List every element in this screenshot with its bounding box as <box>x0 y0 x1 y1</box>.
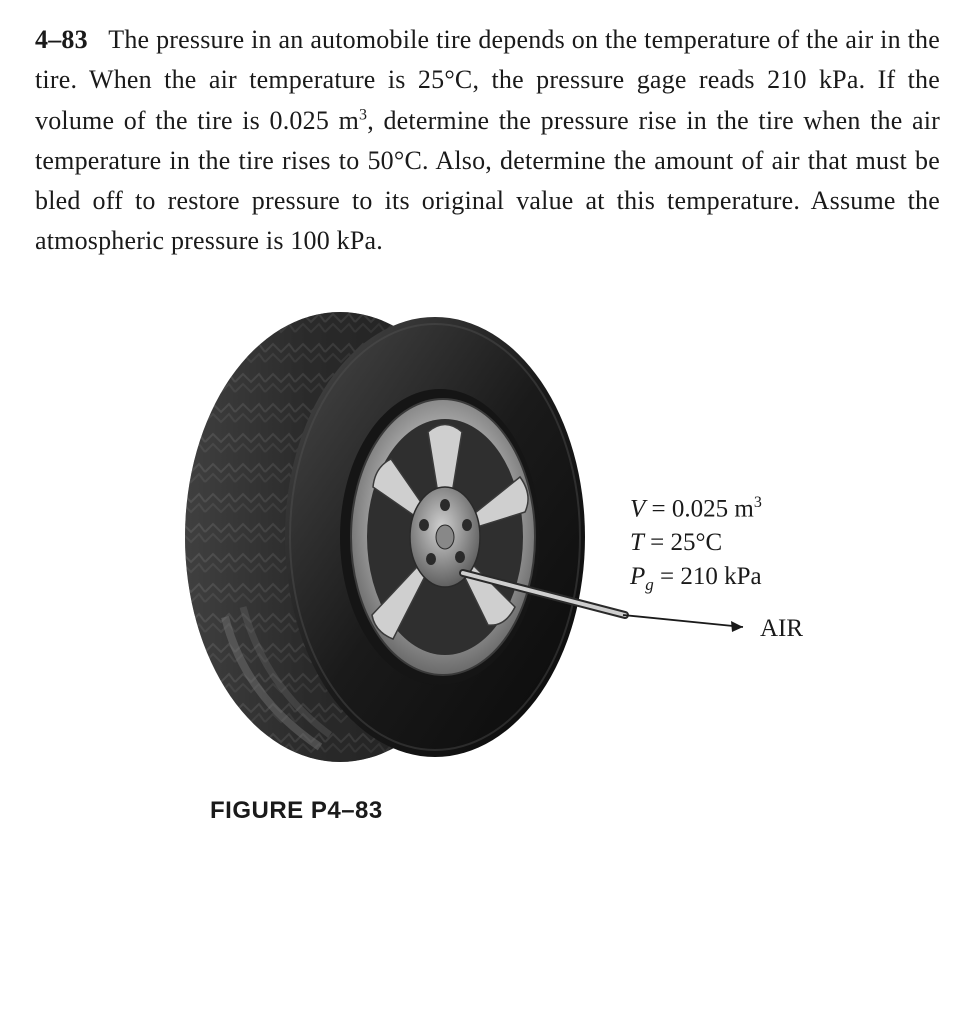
eq3-sub: g <box>645 575 654 594</box>
tire-illustration <box>175 307 595 767</box>
problem-super-1: 3 <box>359 106 367 123</box>
eq3-sym: P <box>630 563 645 590</box>
air-label: AIR <box>760 615 803 643</box>
eq1-val: = 0.025 m <box>645 495 754 522</box>
eq1-sym: V <box>630 495 645 522</box>
eq-pressure: Pg = 210 kPa <box>630 560 762 597</box>
eq3-val: = 210 kPa <box>654 563 762 590</box>
eq2-sym: T <box>630 529 644 556</box>
eq1-sup: 3 <box>754 494 762 511</box>
figure-caption: FIGURE P4–83 <box>210 797 383 825</box>
eq2-val: = 25°C <box>644 529 722 556</box>
eq-temperature: T = 25°C <box>630 526 762 560</box>
problem-paragraph: 4–83 The pressure in an automobile tire … <box>35 20 940 262</box>
problem-number: 4–83 <box>35 25 88 54</box>
eq-volume: V = 0.025 m3 <box>630 492 762 526</box>
figure-equations: V = 0.025 m3 T = 25°C Pg = 210 kPa <box>630 492 762 597</box>
figure-container: V = 0.025 m3 T = 25°C Pg = 210 kPa AIR F… <box>35 297 940 857</box>
